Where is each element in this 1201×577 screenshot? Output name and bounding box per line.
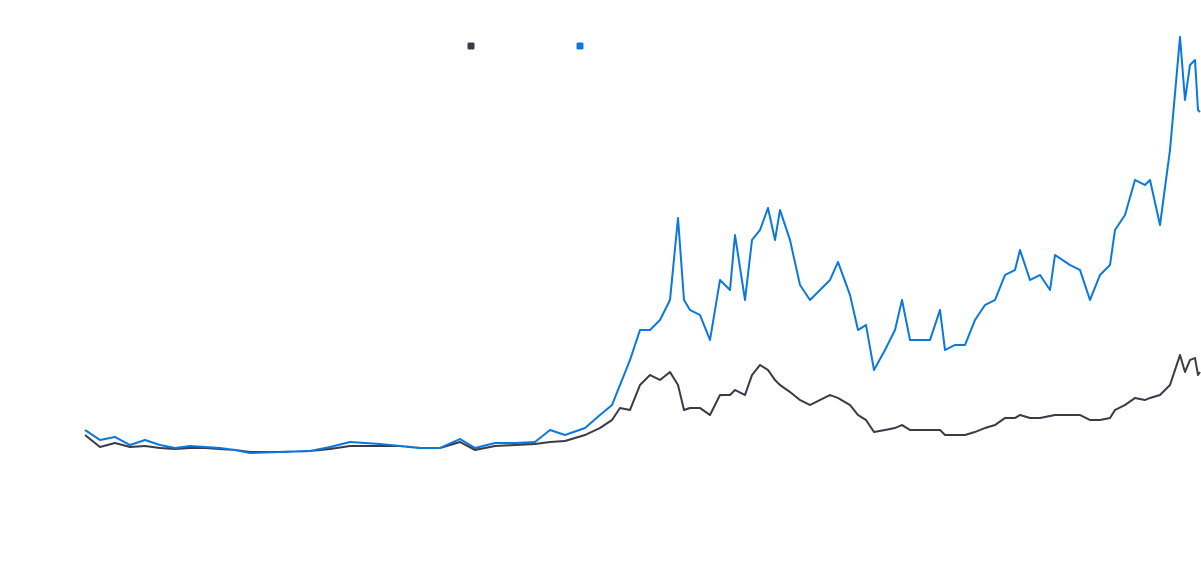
series-line (84, 354, 1201, 453)
legend-marker (576, 42, 584, 50)
legend-marker (467, 42, 475, 50)
series-line (84, 36, 1201, 454)
